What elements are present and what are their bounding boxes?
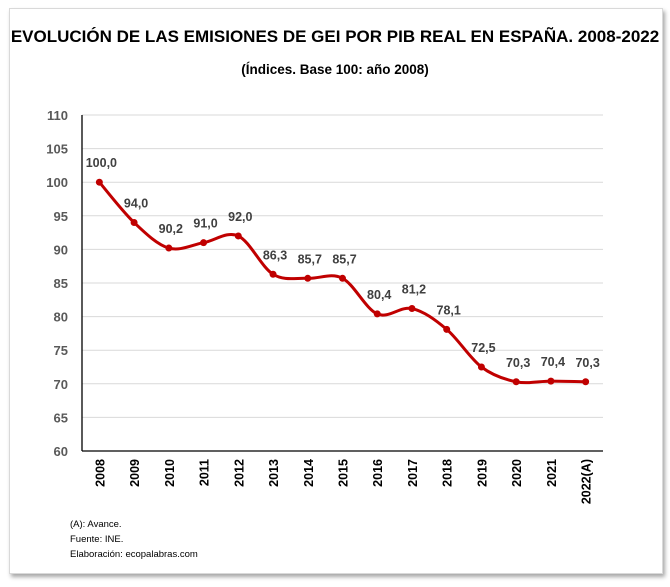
x-tick-label: 2021 <box>545 459 559 487</box>
y-tick-label: 85 <box>54 276 68 291</box>
data-point <box>304 274 312 282</box>
x-tick-label: 2008 <box>93 459 107 487</box>
data-label: 92,0 <box>228 210 252 224</box>
x-tick-label: 2013 <box>267 459 281 487</box>
x-tick-label: 2020 <box>510 459 524 487</box>
data-label: 81,2 <box>402 283 426 297</box>
data-label: 70,3 <box>575 356 599 370</box>
x-tick-label: 2018 <box>441 459 455 487</box>
y-tick-label: 60 <box>54 444 68 459</box>
note-avance: (A): Avance. <box>70 519 122 530</box>
x-tick-label: 2022(A) <box>580 459 594 504</box>
y-tick-label: 65 <box>54 410 68 425</box>
data-point <box>408 305 416 313</box>
note-source: Fuente: INE. <box>70 534 124 545</box>
chart-notes: (A): Avance. Fuente: INE. Elaboración: e… <box>70 517 198 562</box>
x-tick-label: 2015 <box>337 459 351 487</box>
data-label: 70,4 <box>541 355 565 369</box>
chart-title: EVOLUCIÓN DE LAS EMISIONES DE GEI POR PI… <box>10 27 660 46</box>
data-point <box>130 219 138 227</box>
data-label: 94,0 <box>124 197 148 211</box>
data-label: 86,3 <box>263 248 287 262</box>
y-tick-label: 100 <box>46 175 68 190</box>
data-point <box>512 378 520 386</box>
data-label: 85,7 <box>332 252 356 266</box>
chart-frame <box>9 8 663 574</box>
data-label: 78,1 <box>437 303 461 317</box>
data-point <box>95 178 103 186</box>
data-point <box>269 270 277 278</box>
data-label: 72,5 <box>471 341 495 355</box>
data-point <box>477 363 485 371</box>
x-tick-label: 2012 <box>232 459 246 487</box>
x-tick-label: 2019 <box>475 459 489 487</box>
y-tick-label: 95 <box>54 209 68 224</box>
y-tick-label: 110 <box>47 108 68 123</box>
x-tick-label: 2009 <box>128 459 142 487</box>
y-tick-label: 105 <box>46 142 68 157</box>
x-tick-label: 2016 <box>371 459 385 487</box>
data-label: 80,4 <box>367 288 391 302</box>
data-point <box>165 244 173 252</box>
data-point <box>582 378 590 386</box>
y-tick-label: 90 <box>54 242 68 257</box>
chart-subtitle: (Índices. Base 100: año 2008) <box>241 62 429 77</box>
data-point <box>339 274 346 282</box>
x-tick-label: 2011 <box>198 459 212 486</box>
data-point <box>443 325 451 333</box>
y-tick-label: 75 <box>54 343 68 358</box>
y-tick-label: 80 <box>54 310 68 325</box>
data-label: 100,0 <box>86 156 117 170</box>
data-point <box>234 232 242 240</box>
data-point <box>200 239 208 247</box>
series-line <box>98 181 586 385</box>
x-tick-label: 2014 <box>302 459 316 487</box>
data-label: 91,0 <box>193 217 217 231</box>
x-tick-label: 2010 <box>163 459 177 487</box>
y-tick-label: 70 <box>54 377 68 392</box>
x-tick-label: 2017 <box>406 459 420 487</box>
data-label: 90,2 <box>159 222 183 236</box>
data-label: 85,7 <box>298 252 322 266</box>
data-point <box>373 310 381 318</box>
data-point <box>547 377 555 385</box>
note-credit: Elaboración: ecopalabras.com <box>70 549 198 560</box>
data-label: 70,3 <box>506 356 530 370</box>
